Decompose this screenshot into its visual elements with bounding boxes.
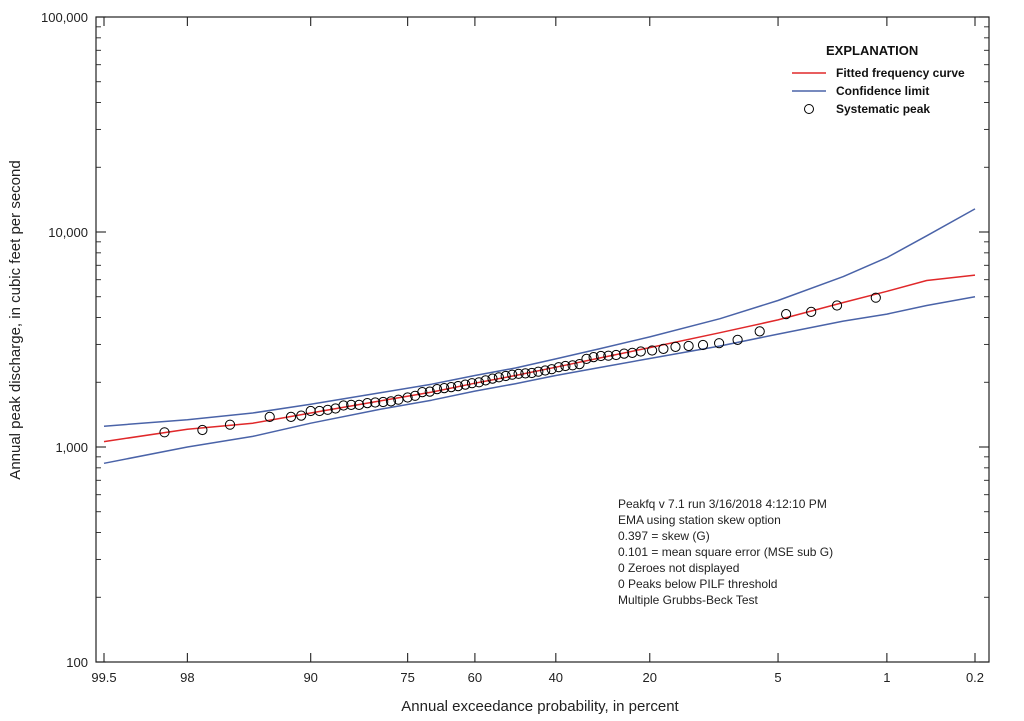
systematic-peak-point xyxy=(520,368,531,379)
systematic-peak-point xyxy=(683,340,694,352)
x-axis: 99.5 98 90 75 60 40 20 5 1 0.2 xyxy=(91,17,984,685)
y-axis-title: Annual peak discharge, in cubic feet per… xyxy=(7,160,24,479)
legend-title: EXPLANATION xyxy=(826,43,918,58)
plot-frame xyxy=(95,16,990,663)
systematic-peak-point xyxy=(224,419,236,430)
systematic-peak-point xyxy=(305,405,316,417)
systematic-peak-point xyxy=(346,399,357,410)
systematic-peak-point xyxy=(424,386,435,397)
systematic-peak-point xyxy=(473,377,485,388)
systematic-peak-point xyxy=(296,410,307,421)
systematic-peak-point xyxy=(540,365,551,376)
x-tick-label: 75 xyxy=(400,670,414,685)
systematic-peak-point xyxy=(322,404,333,415)
note-line: 0.101 = mean square error (MSE sub G) xyxy=(618,545,833,559)
systematic-peak-point xyxy=(487,373,498,384)
x-tick-label: 1 xyxy=(883,670,890,685)
systematic-peak-point xyxy=(647,345,658,356)
systematic-peak-point xyxy=(870,292,881,303)
systematic-peak-point xyxy=(159,427,170,438)
systematic-peak-point xyxy=(264,411,275,422)
x-tick-label: 40 xyxy=(549,670,563,685)
systematic-peak-point xyxy=(560,360,571,372)
note-line: 0 Peaks below PILF threshold xyxy=(618,577,777,591)
systematic-peak-point xyxy=(460,379,471,390)
y-tick-label: 100 xyxy=(66,655,88,670)
x-tick-label: 20 xyxy=(643,670,657,685)
systematic-peak-point xyxy=(670,341,681,352)
systematic-peak-point xyxy=(754,326,765,337)
systematic-peak-point xyxy=(385,396,397,407)
systematic-peak-point xyxy=(526,367,537,379)
systematic-peak-point xyxy=(546,364,557,375)
systematic-peak-point xyxy=(338,400,349,411)
systematic-peak-point xyxy=(370,397,381,408)
systematic-peak-point xyxy=(197,424,208,436)
upper-confidence-limit xyxy=(103,208,976,427)
systematic-peak-point xyxy=(493,372,504,383)
systematic-peak-point xyxy=(603,350,614,361)
systematic-peak-point xyxy=(714,338,725,349)
systematic-peak-point xyxy=(781,309,792,320)
systematic-peak-point xyxy=(446,382,457,393)
x-tick-label: 5 xyxy=(774,670,781,685)
systematic-peak-point xyxy=(362,398,373,409)
lower-confidence-limit xyxy=(103,295,976,465)
legend-swatch-peak xyxy=(804,104,814,114)
systematic-peak-point xyxy=(533,366,544,377)
systematic-peak-point xyxy=(507,369,518,380)
systematic-peak-point xyxy=(402,392,413,403)
systematic-peak-point xyxy=(354,399,365,410)
run-notes: Peakfq v 7.1 run 3/16/2018 4:12:10 PM EM… xyxy=(618,497,833,607)
systematic-peak-point xyxy=(378,396,389,408)
systematic-peak-point xyxy=(697,339,709,351)
systematic-peak-point xyxy=(513,368,524,379)
systematic-peak-point xyxy=(619,348,630,359)
y-tick-label: 1,000 xyxy=(55,440,88,455)
systematic-peak-point xyxy=(500,370,511,382)
legend: EXPLANATION Fitted frequency curve Confi… xyxy=(792,43,965,116)
note-line: 0 Zeroes not displayed xyxy=(618,561,739,575)
systematic-peak-point xyxy=(635,346,646,357)
y-axis: 100 1,000 10,000 100,000 xyxy=(41,10,989,670)
note-line: 0.397 = skew (G) xyxy=(618,529,710,543)
systematic-peak-point xyxy=(806,306,817,317)
x-tick-label: 98 xyxy=(180,670,194,685)
systematic-peak-point xyxy=(466,378,478,389)
note-line: EMA using station skew option xyxy=(618,513,781,527)
legend-label-peak: Systematic peak xyxy=(836,102,930,116)
x-tick-label: 99.5 xyxy=(91,670,116,685)
systematic-peak-point xyxy=(453,381,464,392)
systematic-peak-point xyxy=(480,375,491,386)
note-line: Peakfq v 7.1 run 3/16/2018 4:12:10 PM xyxy=(618,497,827,511)
fitted-frequency-curve xyxy=(103,274,976,443)
systematic-peak-point xyxy=(432,384,443,395)
legend-label-fitted: Fitted frequency curve xyxy=(836,66,965,80)
systematic-peak-point xyxy=(574,359,585,370)
systematic-peak-point xyxy=(627,347,638,358)
systematic-peak-point xyxy=(595,350,607,362)
systematic-peak-point xyxy=(439,383,450,394)
systematic-peak-points xyxy=(159,292,881,438)
x-tick-label: 0.2 xyxy=(966,670,984,685)
systematic-peak-point xyxy=(611,349,622,361)
x-tick-label: 60 xyxy=(468,670,482,685)
systematic-peak-point xyxy=(831,300,843,311)
y-tick-label: 100,000 xyxy=(41,10,88,25)
systematic-peak-point xyxy=(732,334,743,345)
systematic-peak-point xyxy=(588,352,599,363)
note-line: Multiple Grubbs-Beck Test xyxy=(618,593,759,607)
legend-label-confidence: Confidence limit xyxy=(836,84,929,98)
x-tick-label: 90 xyxy=(303,670,317,685)
systematic-peak-point xyxy=(314,405,325,417)
systematic-peak-point xyxy=(658,343,669,354)
systematic-peak-point xyxy=(567,360,578,371)
systematic-peak-point xyxy=(285,411,297,422)
y-tick-label: 10,000 xyxy=(48,225,88,240)
systematic-peak-point xyxy=(553,362,564,373)
systematic-peak-point xyxy=(417,387,428,398)
systematic-peak-point xyxy=(581,353,592,364)
x-axis-title: Annual exceedance probability, in percen… xyxy=(401,698,679,715)
